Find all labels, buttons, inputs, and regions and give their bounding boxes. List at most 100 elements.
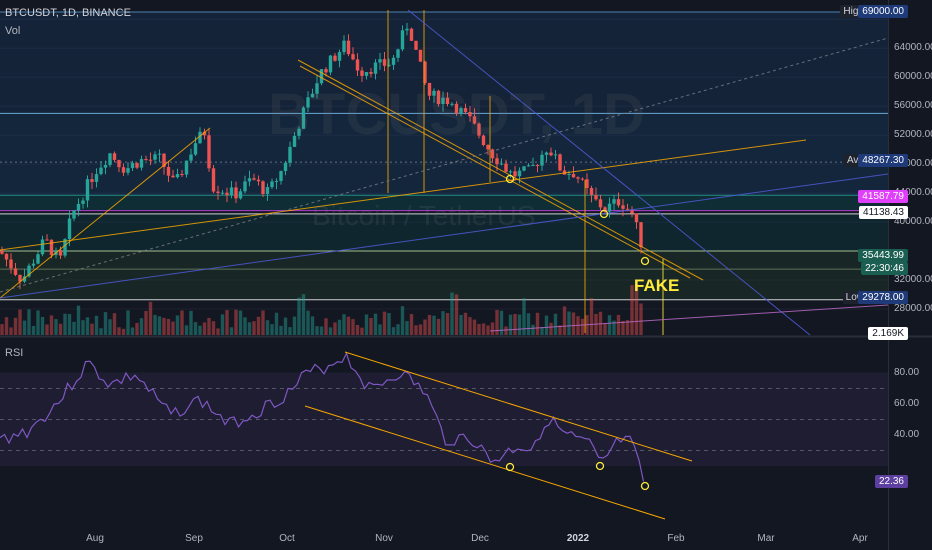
magenta-level-tag: 41587.79 [858, 190, 908, 203]
volume-bar [639, 303, 643, 335]
candle-body [153, 154, 157, 160]
candle-body [157, 153, 162, 155]
volume-bar [427, 314, 432, 335]
candle-body [445, 97, 450, 105]
candle-body [625, 208, 630, 210]
candle-body [76, 203, 81, 211]
volume-bar [526, 313, 531, 335]
volume-bar [94, 315, 99, 335]
volume-bar [9, 327, 13, 335]
volume-bar [508, 314, 513, 335]
candle-body [634, 213, 639, 223]
candle-body [639, 222, 643, 248]
volume-bar [99, 328, 103, 335]
candle-body [301, 107, 306, 129]
volume-bar [261, 310, 265, 335]
candle-body [513, 171, 517, 177]
touch-point-circle [640, 256, 650, 266]
fake-annotation[interactable]: FAKE [634, 276, 680, 295]
candle-body [297, 128, 301, 136]
rsi-indicator-label[interactable]: RSI [5, 347, 24, 359]
volume-bar [405, 321, 409, 335]
volume-bar [477, 323, 481, 335]
volume-bar [270, 324, 274, 335]
candle-body [135, 163, 139, 168]
volume-bar [76, 305, 81, 335]
candle-body [171, 175, 175, 178]
candle-body [517, 170, 522, 177]
candle-body [580, 178, 585, 180]
volume-bar [297, 297, 301, 335]
volume-bar [522, 298, 526, 335]
volume-bar [373, 313, 378, 335]
candle-body [31, 263, 36, 266]
candle-body [175, 174, 180, 178]
volume-bar [162, 317, 166, 335]
candle-body [495, 158, 499, 165]
time-axis-label: Feb [667, 533, 685, 544]
volume-bar [198, 325, 202, 335]
volume-bar [81, 320, 85, 335]
volume-indicator-label[interactable]: Vol [5, 25, 21, 37]
volume-bar [256, 316, 261, 335]
volume-bar [58, 323, 63, 335]
volume-bar [139, 318, 144, 335]
volume-bar [153, 314, 157, 335]
candle-body [405, 28, 409, 31]
volume-bar [351, 319, 355, 335]
touch-point-circle [505, 174, 515, 184]
candle-body [198, 131, 202, 144]
candle-body [535, 165, 540, 167]
volume-bar [423, 319, 427, 335]
candle-body [459, 108, 463, 114]
volume-bar [612, 320, 616, 335]
candle-body [630, 209, 634, 214]
volume-bar [54, 319, 58, 335]
volume-bar [67, 314, 72, 335]
volume-bar [252, 321, 256, 335]
candle-body [553, 154, 558, 156]
candle-body [234, 187, 238, 199]
candle-body [612, 199, 616, 204]
volume-bar [279, 325, 283, 335]
candle-body [45, 239, 49, 241]
candle-body [598, 199, 603, 208]
volume-bar [360, 327, 364, 335]
candle-body [328, 55, 333, 73]
volume-bar [382, 311, 387, 335]
time-axis-label: Sep [185, 533, 203, 544]
candle-body [621, 205, 625, 209]
rsi-channel-bottom [304, 405, 666, 520]
volume-bar [369, 318, 373, 335]
volume-bar [72, 321, 76, 335]
volume-bar [207, 317, 211, 335]
candle-body [288, 146, 292, 163]
volume-bar [418, 324, 423, 335]
candle-body [396, 49, 400, 58]
rsi-channel-top [344, 351, 693, 462]
candle-body [81, 200, 85, 204]
rsi-line [0, 351, 645, 482]
candle-body [85, 179, 90, 201]
candle-body [112, 153, 117, 160]
candle-body [94, 174, 99, 182]
candle-body [202, 131, 207, 136]
high-value-tag: 69000.00 [858, 5, 908, 18]
symbol-title[interactable]: BTCUSDT, 1D, BINANCE [5, 7, 131, 19]
volume-bar [189, 310, 193, 335]
volume-bar [126, 310, 130, 335]
price-tick-label: 48000.00 [894, 158, 932, 170]
rsi-pane [0, 338, 888, 528]
candle-body [468, 111, 472, 117]
candle-body [117, 159, 121, 168]
candle-body [315, 83, 319, 94]
candle-body [243, 181, 247, 192]
candle-body [306, 97, 310, 108]
candle-body [373, 62, 378, 74]
candle-body [256, 179, 261, 182]
volume-bar [22, 320, 27, 335]
volume-bar [324, 318, 328, 335]
volume-bar [247, 322, 252, 335]
candle-body [369, 72, 373, 74]
